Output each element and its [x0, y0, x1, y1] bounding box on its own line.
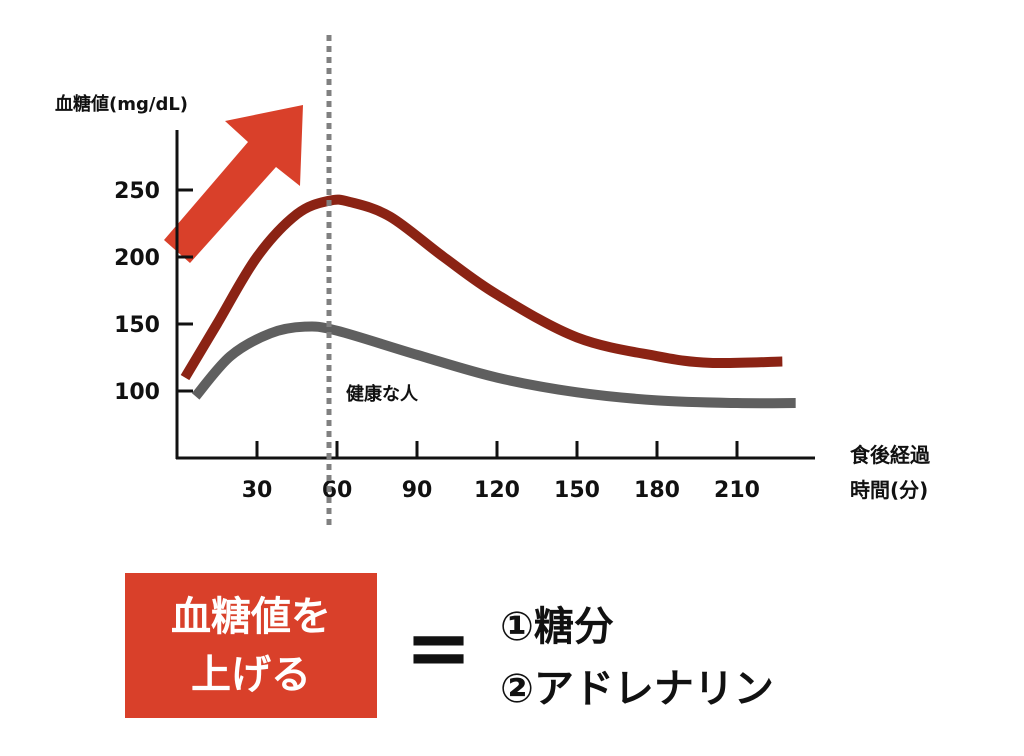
equals-sign: = — [405, 601, 473, 694]
y-axis-label: 血糖値(mg/dL) — [55, 93, 188, 115]
cause-item-sugar: ①糖分 — [500, 604, 614, 650]
x-axis-label-line1: 食後経過 — [850, 443, 931, 467]
x-tick-label: 90 — [402, 478, 433, 503]
series-line-healthy — [191, 321, 796, 409]
x-tick-label: 60 — [322, 478, 353, 503]
y-tick-label: 200 — [114, 246, 160, 271]
x-tick-label: 30 — [242, 478, 273, 503]
y-tick-label: 250 — [114, 179, 160, 204]
series-line-elevated — [180, 194, 783, 381]
rising-arrow — [164, 105, 303, 263]
x-tick-label: 120 — [474, 478, 520, 503]
x-tick-label: 180 — [634, 478, 680, 503]
y-tick-label: 150 — [114, 313, 160, 338]
cause-item-adrenaline: ②アドレナリン — [500, 666, 774, 712]
y-tick-label: 100 — [114, 380, 160, 405]
x-tick-label: 210 — [714, 478, 760, 503]
series-label-healthy: 健康な人 — [346, 383, 419, 405]
box-line-2: 上げる — [191, 651, 311, 698]
cause-list: ①糖分 ②アドレナリン — [500, 596, 774, 720]
box-line-1: 血糖値を — [171, 593, 331, 640]
raises-blood-sugar-box: 血糖値を 上げる — [125, 573, 377, 718]
x-tick-label: 150 — [554, 478, 600, 503]
x-axis-label-line2: 時間(分) — [850, 478, 928, 502]
